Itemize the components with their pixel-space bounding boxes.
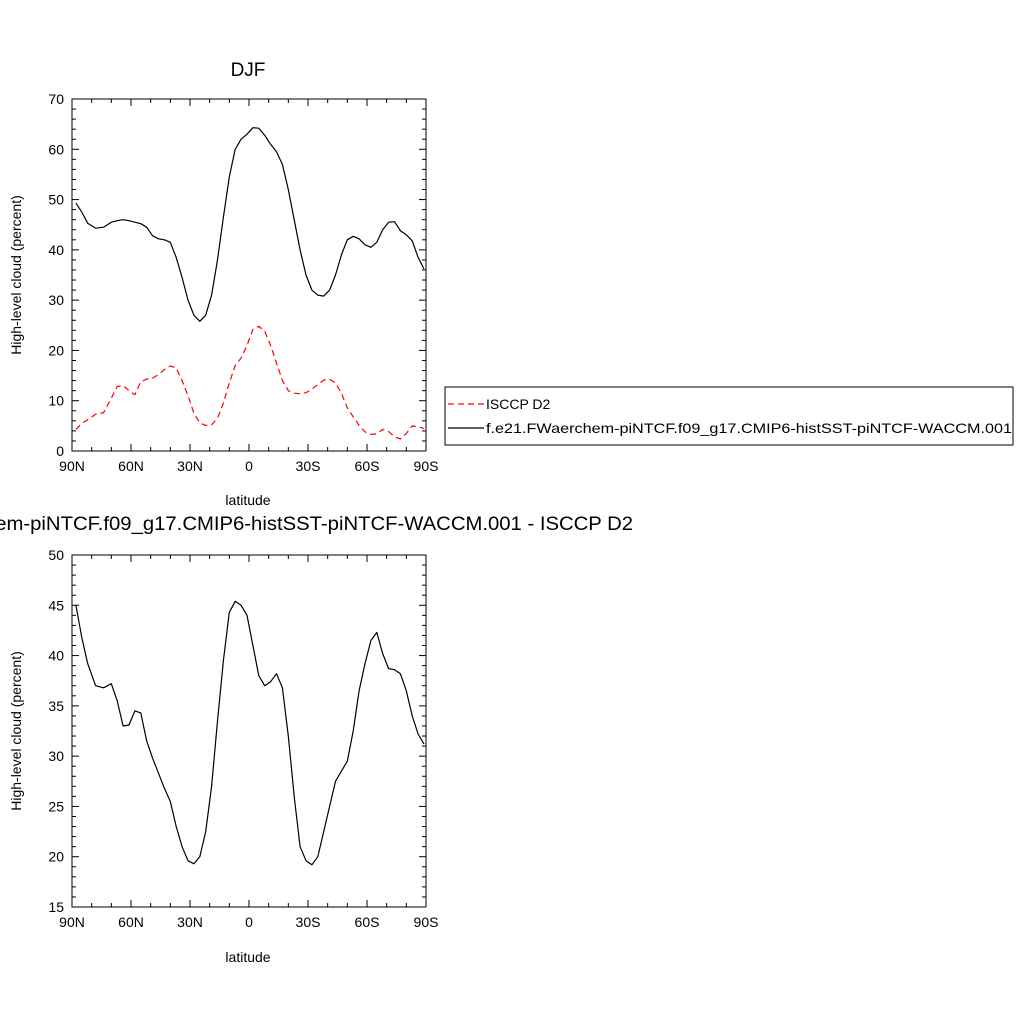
plot-area (75, 127, 425, 440)
series-line-isccp-d2 (75, 325, 425, 440)
x-tick-label: 90N (59, 458, 85, 474)
x-tick-label: 60S (355, 458, 380, 474)
series-line-model (75, 127, 425, 322)
plot-frame (71, 98, 427, 452)
y-axis-label: High-level cloud (percent) (8, 195, 24, 355)
chart-panel-djf: DJF 90N 60N 30N 0 30S 60S 90S 0 10 20 30 40 50 60 70 l… (8, 60, 438, 508)
y-tick-label: 10 (48, 393, 64, 409)
y-tick-label: 0 (56, 443, 64, 459)
y-tick-label: 40 (48, 648, 64, 664)
y-tick-label: 50 (48, 192, 64, 208)
chart-title: DJF (231, 60, 266, 81)
x-tick-label: 30S (296, 458, 321, 474)
x-tick-label: 60N (118, 458, 144, 474)
series-line-difference (75, 600, 425, 866)
x-tick-label: 30N (177, 458, 203, 474)
y-tick-label: 20 (48, 342, 64, 358)
x-tick-label: 30N (177, 914, 203, 930)
x-tick-label: 30S (296, 914, 321, 930)
y-tick-label: 60 (48, 141, 64, 157)
plot-frame (71, 554, 427, 908)
x-tick-label: 90S (414, 458, 439, 474)
y-tick-label: 20 (48, 849, 64, 865)
y-tick-label: 50 (48, 547, 64, 563)
x-tick-label: 90S (414, 914, 439, 930)
tick-marks: 90N 60N 30N 0 30S 60S 90S 15 20 25 30 35 40 45 50 (48, 547, 438, 930)
x-axis-label: latitude (225, 949, 270, 965)
y-tick-label: 25 (48, 798, 64, 814)
x-tick-label: 90N (59, 914, 85, 930)
y-tick-label: 40 (48, 242, 64, 258)
tick-marks: 90N 60N 30N 0 30S 60S 90S 0 10 20 30 40 50 60 70 (48, 91, 438, 474)
legend: ISCCP D2 f.e21.FWaerchem-piNTCF.f09_g17.… (444, 386, 1014, 446)
x-tick-label: 60N (118, 914, 144, 930)
y-tick-label: 30 (48, 748, 64, 764)
chart-title: f.e21.FWaerchem-piNTCF.f09_g17.CMIP6-his… (0, 514, 633, 535)
plot-area (75, 600, 425, 866)
legend-label-model: f.e21.FWaerchem-piNTCF.f09_g17.CMIP6-his… (486, 420, 1012, 436)
x-axis-label: latitude (225, 492, 270, 508)
y-tick-label: 30 (48, 292, 64, 308)
y-tick-label: 45 (48, 597, 64, 613)
chart-panel-difference: f.e21.FWaerchem-piNTCF.f09_g17.CMIP6-his… (0, 514, 633, 965)
x-tick-label: 60S (355, 914, 380, 930)
y-tick-label: 70 (48, 91, 64, 107)
legend-label-isccp: ISCCP D2 (486, 396, 551, 412)
y-axis-label: High-level cloud (percent) (8, 651, 24, 811)
x-tick-label: 0 (245, 458, 253, 474)
y-tick-label: 35 (48, 698, 64, 714)
x-tick-label: 0 (245, 914, 253, 930)
legend-box (444, 386, 1014, 446)
y-tick-label: 15 (48, 899, 64, 915)
